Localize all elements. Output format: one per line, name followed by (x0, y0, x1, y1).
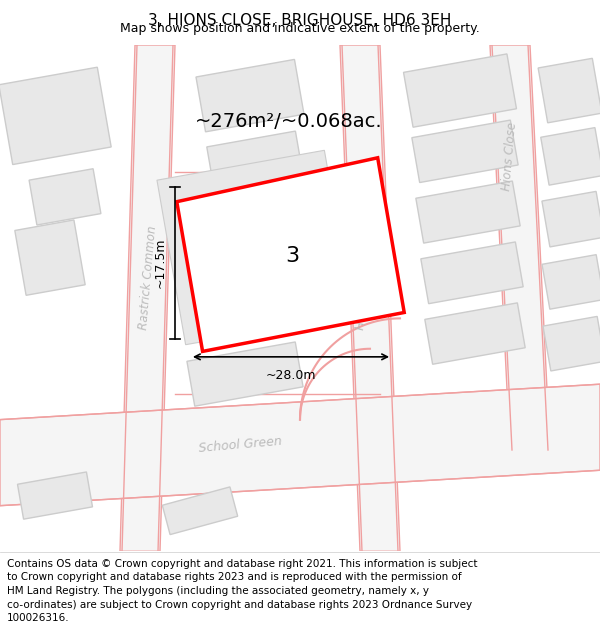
Polygon shape (196, 59, 304, 132)
Text: Rastrick Common: Rastrick Common (137, 225, 159, 331)
Text: Hion Close: Hion Close (354, 266, 372, 330)
Polygon shape (120, 45, 175, 551)
Text: 3, HIONS CLOSE, BRIGHOUSE, HD6 3EH: 3, HIONS CLOSE, BRIGHOUSE, HD6 3EH (148, 12, 452, 28)
Polygon shape (542, 191, 600, 247)
Text: Map shows position and indicative extent of the property.: Map shows position and indicative extent… (120, 22, 480, 35)
Text: ~276m²/~0.068ac.: ~276m²/~0.068ac. (195, 112, 383, 131)
Polygon shape (541, 127, 600, 185)
Text: ~28.0m: ~28.0m (266, 369, 316, 382)
Polygon shape (0, 68, 111, 164)
Polygon shape (207, 131, 303, 192)
Polygon shape (0, 384, 600, 506)
Text: 3: 3 (285, 246, 299, 266)
Text: HM Land Registry. The polygons (including the associated geometry, namely x, y: HM Land Registry. The polygons (includin… (7, 586, 429, 596)
Text: co-ordinates) are subject to Crown copyright and database rights 2023 Ordnance S: co-ordinates) are subject to Crown copyr… (7, 599, 472, 609)
Text: Hions Close: Hions Close (500, 121, 520, 191)
Polygon shape (404, 54, 517, 128)
Polygon shape (163, 487, 238, 534)
Polygon shape (187, 342, 303, 406)
Polygon shape (538, 58, 600, 123)
Polygon shape (177, 158, 404, 351)
Text: ~17.5m: ~17.5m (154, 238, 167, 288)
Polygon shape (425, 303, 525, 364)
Polygon shape (412, 120, 518, 182)
Text: to Crown copyright and database rights 2023 and is reproduced with the permissio: to Crown copyright and database rights 2… (7, 572, 462, 582)
Polygon shape (157, 150, 353, 345)
Polygon shape (543, 316, 600, 371)
Polygon shape (17, 472, 92, 519)
Polygon shape (416, 181, 520, 243)
Text: Contains OS data © Crown copyright and database right 2021. This information is : Contains OS data © Crown copyright and d… (7, 559, 478, 569)
Text: 100026316.: 100026316. (7, 613, 70, 623)
Polygon shape (29, 169, 101, 225)
Polygon shape (490, 45, 550, 450)
Polygon shape (340, 45, 400, 551)
Text: School Green: School Green (198, 435, 282, 455)
Polygon shape (421, 242, 523, 304)
Polygon shape (542, 254, 600, 309)
Polygon shape (15, 220, 85, 295)
